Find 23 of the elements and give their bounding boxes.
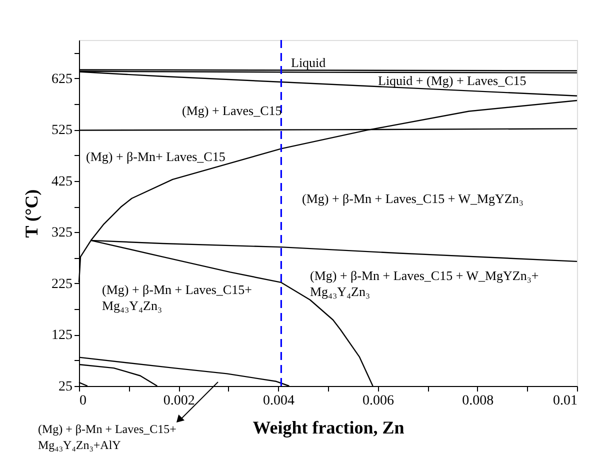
x-tick-label: 0.008 bbox=[462, 394, 494, 408]
y-tick-label: 625 bbox=[52, 72, 72, 87]
x-tick-label: 0.01 bbox=[553, 394, 578, 408]
annotation: (Mg) + β-Mn + Laves_C15 + W_MgYZn₃+ Mg₄₃Y₄Zn₃ bbox=[310, 268, 539, 299]
y-tick-label: 25 bbox=[58, 380, 72, 394]
text: (Mg) + β-Mn + Laves_C15+ Mg₄₃Y₄Zn₃+AlY bbox=[38, 422, 177, 452]
y-tick-label: 225 bbox=[52, 276, 72, 292]
x-tick-label: 0.002 bbox=[163, 394, 195, 408]
x-tick-label: 0.006 bbox=[362, 394, 394, 408]
y-tick-label: 325 bbox=[52, 226, 72, 241]
x-axis-title: Weight fraction, Zn bbox=[252, 418, 404, 438]
x-tick-label: 0.004 bbox=[262, 394, 294, 408]
y-tick-label: 525 bbox=[52, 123, 72, 138]
annotation: Liquid + (Mg) + Laves_C15 bbox=[378, 73, 526, 88]
annotation: (Mg) + β-Mn + Laves_C15+ Mg₄₃Y₄Zn₃ bbox=[102, 282, 252, 313]
x-tick-label: 0 bbox=[80, 394, 86, 408]
annotation: (Mg) + β-Mn + Laves_C15 + W_MgYZn₃ bbox=[302, 191, 524, 206]
y-tick-label: 425 bbox=[52, 174, 72, 190]
y-axis-title: T (°C) bbox=[22, 189, 42, 238]
y-tick-label: 125 bbox=[52, 328, 72, 344]
annotation: (Mg) + β-Mn+ Laves_C15 bbox=[86, 149, 226, 164]
annotation: Liquid bbox=[291, 55, 326, 70]
annotation: (Mg) + Laves_C15 bbox=[182, 103, 282, 118]
